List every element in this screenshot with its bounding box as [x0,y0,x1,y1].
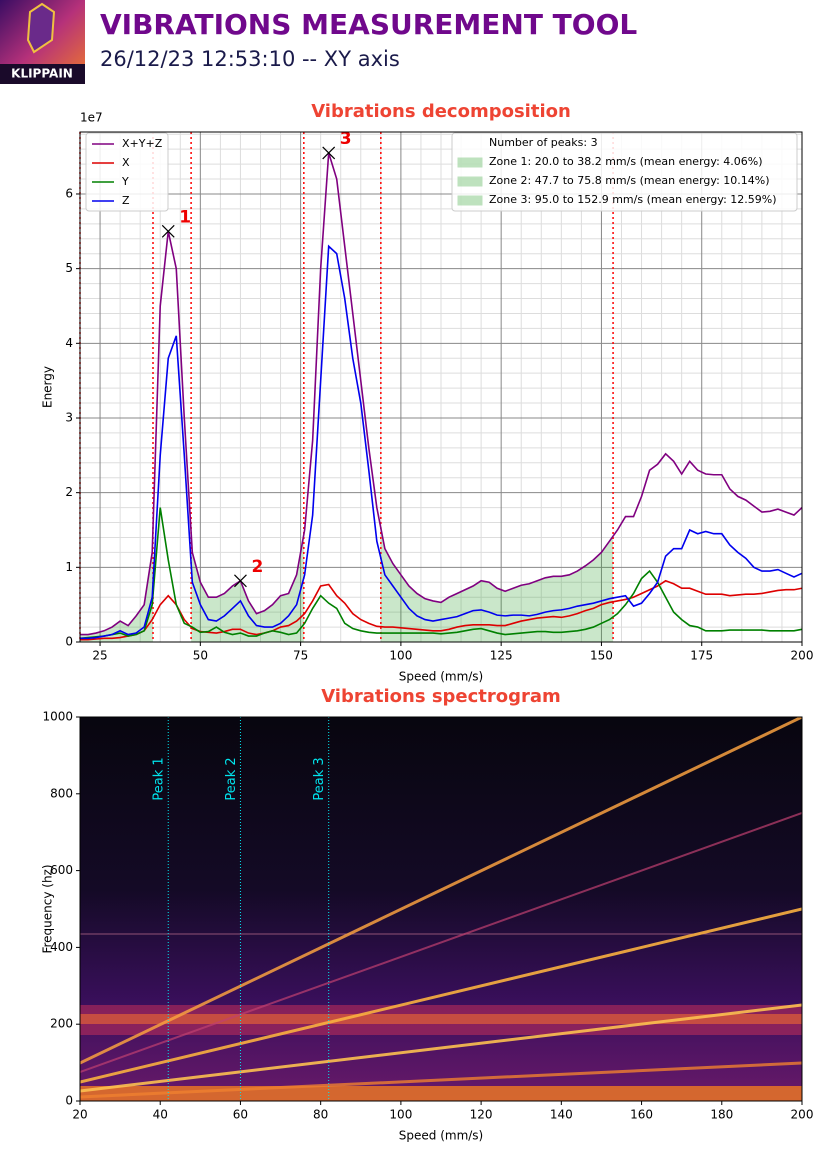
x-tick-label: 60 [233,1108,248,1122]
x-tick-label: 80 [313,1108,328,1122]
x-tick-label: 120 [470,1108,493,1122]
x-tick-label: 140 [550,1108,573,1122]
series-line [80,152,803,636]
y-tick-label: 0 [65,635,73,649]
series-line [80,244,803,640]
logo-icon [26,2,56,54]
plot-frame [79,716,803,1102]
y-tick-label: 200 [50,1017,73,1031]
chart-title: Vibrations spectrogram [321,686,561,707]
zone-legend-label: Zone 1: 20.0 to 38.2 mm/s (mean energy: … [489,155,763,168]
y-tick-label: 6 [65,186,73,200]
peak-marker [161,224,175,238]
harmonic-line [80,907,802,1084]
zone-legend-swatch [457,195,483,206]
page-subtitle: 26/12/23 12:53:10 -- XY axis [100,47,400,71]
x-tick-label: 125 [490,649,513,663]
y-tick-label: 800 [50,786,73,800]
legend-label: X+Y+Z [122,137,163,150]
y-tick-label: 3 [65,410,73,424]
y-tick-label: 4 [65,336,73,350]
peak-marker [234,574,247,588]
x-tick-label: 75 [293,649,308,663]
zone-legend-label: Zone 2: 47.7 to 75.8 mm/s (mean energy: … [489,174,770,187]
peak-line-label: Peak 3 [312,757,327,800]
x-tick-label: 25 [92,649,107,663]
y-tick-label: 5 [65,261,73,275]
zone-area [380,528,614,642]
x-tick-label: 40 [153,1108,168,1122]
y-tick-label: 1 [65,560,73,574]
x-tick-label: 200 [791,1108,814,1122]
spectrogram-background [80,717,802,1101]
x-tick-label: 150 [590,649,613,663]
x-tick-label: 100 [389,1108,412,1122]
peaks-count: Number of peaks: 3 [489,136,598,149]
harmonic-line [80,1061,802,1099]
peak-label: 1 [179,207,191,227]
legend-label: Z [122,194,130,207]
spectrogram-band [80,1086,802,1101]
zone-legend-swatch [457,176,483,187]
logo-text: KLIPPAIN [11,67,73,81]
x-tick-label: 180 [710,1108,733,1122]
legend-label: X [122,156,130,169]
y-tick-label: 600 [50,863,73,877]
zone-legend-swatch [457,157,483,168]
x-axis-label: Speed (mm/s) [399,670,483,684]
chart-title: Vibrations decomposition [311,101,571,122]
zone-legend-label: Zone 3: 95.0 to 152.9 mm/s (mean energy:… [489,193,777,206]
peak-line-label: Peak 2 [224,757,239,800]
x-tick-label: 175 [690,649,713,663]
peak-line-label: Peak 1 [152,757,167,800]
x-tick-label: 160 [630,1108,653,1122]
logo-band [0,64,85,84]
series-line [79,507,803,640]
plot-frame [79,131,803,643]
y-axis-label: Frequency (hz) [41,864,55,953]
legend-label: Y [121,175,129,188]
y-tick-label: 1000 [42,710,73,724]
peak-label: 3 [340,129,352,149]
harmonic-line [80,717,802,1065]
peak-marker [322,146,336,160]
y-tick-label: 0 [65,1094,73,1108]
zone-legend-box [451,132,798,212]
peak-label: 2 [251,557,263,577]
x-axis-label: Speed (mm/s) [399,1129,483,1143]
legend-box [85,132,169,212]
x-tick-label: 200 [791,649,814,663]
x-tick-label: 100 [389,649,412,663]
spectrogram-field [80,717,802,1101]
spectrogram-band [80,1014,802,1024]
y-axis-label: Energy [41,366,55,408]
zone-area [191,532,304,642]
x-tick-label: 20 [72,1108,87,1122]
logo: KLIPPAIN [0,0,85,84]
zone-area [80,527,154,642]
y-offset-label: 1e7 [80,111,103,125]
page-title: VIBRATIONS MEASUREMENT TOOL [100,8,637,41]
y-tick-label: 2 [65,485,73,499]
y-tick-label: 400 [50,940,73,954]
harmonic-line [80,812,802,1073]
x-tick-label: 50 [193,649,208,663]
harmonic-line [80,1003,802,1093]
